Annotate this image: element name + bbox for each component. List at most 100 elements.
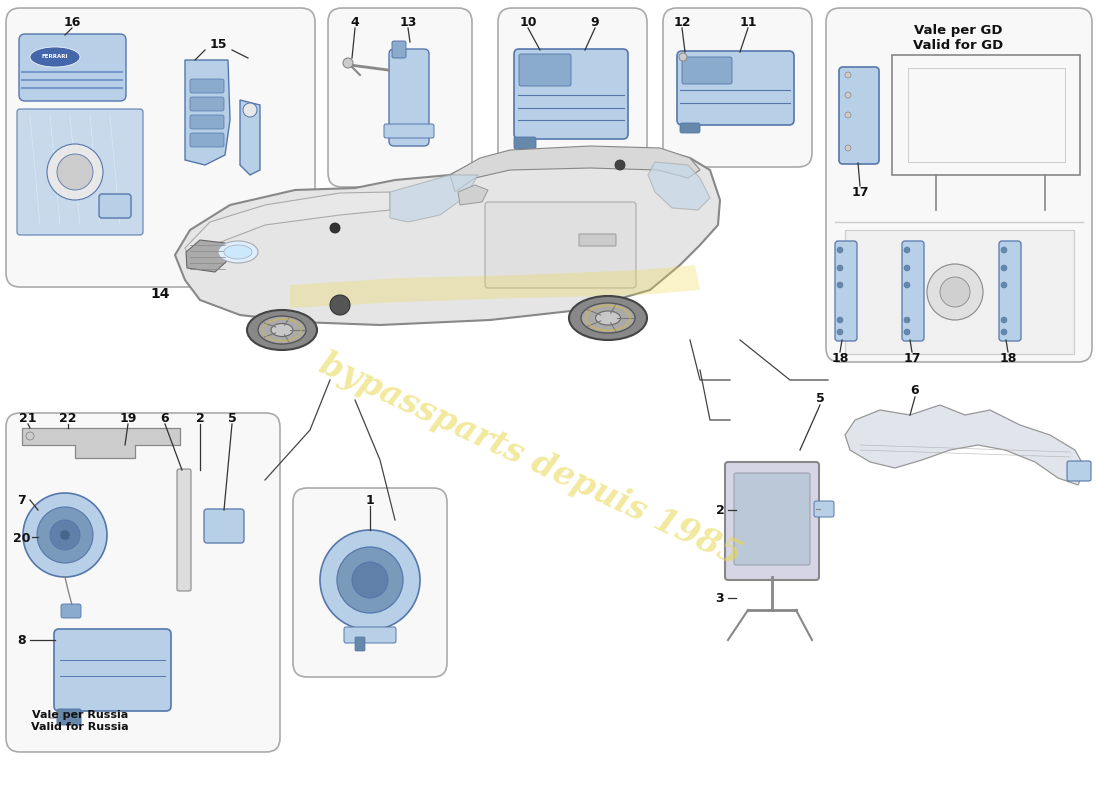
FancyBboxPatch shape [519,54,571,86]
Circle shape [940,277,970,307]
Text: 11: 11 [739,15,757,29]
Text: 18: 18 [999,351,1016,365]
Circle shape [1001,329,1006,335]
Circle shape [330,295,350,315]
Polygon shape [185,60,230,165]
Circle shape [904,317,910,323]
Circle shape [904,265,910,271]
FancyBboxPatch shape [835,241,857,341]
Circle shape [845,92,851,98]
Circle shape [845,145,851,151]
Text: 8: 8 [18,634,26,646]
Circle shape [904,282,910,288]
FancyBboxPatch shape [663,8,812,167]
Text: Vale per GD
Valid for GD: Vale per GD Valid for GD [913,24,1003,52]
Circle shape [837,265,843,271]
Circle shape [330,223,340,233]
Circle shape [845,112,851,118]
Circle shape [243,103,257,117]
Circle shape [845,72,851,78]
Circle shape [837,317,843,323]
Text: 17: 17 [851,186,869,198]
Ellipse shape [595,311,620,325]
Polygon shape [22,428,180,458]
Circle shape [23,493,107,577]
Text: 20: 20 [13,531,31,545]
Ellipse shape [271,323,293,337]
Text: 18: 18 [832,351,849,365]
Text: 19: 19 [119,411,136,425]
Polygon shape [185,192,390,270]
Circle shape [352,562,388,598]
FancyBboxPatch shape [902,241,924,341]
Circle shape [47,144,103,200]
Circle shape [343,58,353,68]
FancyBboxPatch shape [424,217,444,239]
Circle shape [837,282,843,288]
FancyBboxPatch shape [19,34,126,101]
Circle shape [50,520,80,550]
Text: 13: 13 [399,15,417,29]
FancyBboxPatch shape [204,509,244,543]
FancyBboxPatch shape [725,462,820,580]
FancyBboxPatch shape [579,234,616,246]
Text: 6: 6 [161,411,169,425]
FancyBboxPatch shape [485,202,636,288]
Ellipse shape [30,47,80,67]
Circle shape [57,154,94,190]
FancyBboxPatch shape [177,469,191,591]
Text: 7: 7 [18,494,26,506]
Text: bypassparts depuis 1985: bypassparts depuis 1985 [314,347,746,573]
FancyBboxPatch shape [328,8,472,187]
Ellipse shape [224,245,252,259]
FancyBboxPatch shape [384,124,434,138]
Polygon shape [458,185,488,205]
Text: 5: 5 [815,391,824,405]
Circle shape [37,507,94,563]
FancyBboxPatch shape [16,109,143,235]
Text: 6: 6 [911,383,920,397]
Text: 2: 2 [196,411,205,425]
Ellipse shape [569,296,647,340]
Text: 9: 9 [591,15,600,29]
FancyBboxPatch shape [389,49,429,146]
Text: FERRARI: FERRARI [42,54,68,59]
Circle shape [837,247,843,253]
FancyBboxPatch shape [680,123,700,133]
FancyBboxPatch shape [514,137,536,149]
FancyBboxPatch shape [190,97,224,111]
Circle shape [1001,265,1006,271]
Polygon shape [450,146,700,192]
FancyBboxPatch shape [190,79,224,93]
Ellipse shape [258,316,306,344]
Circle shape [1001,317,1006,323]
FancyBboxPatch shape [293,488,447,677]
Text: 1: 1 [365,494,374,506]
Text: 17: 17 [903,351,921,365]
Circle shape [1001,247,1006,253]
FancyBboxPatch shape [190,133,224,147]
FancyBboxPatch shape [676,51,794,125]
FancyBboxPatch shape [99,194,131,218]
Text: 2: 2 [716,503,725,517]
Text: 15: 15 [209,38,227,51]
FancyBboxPatch shape [6,413,280,752]
Ellipse shape [248,310,317,350]
Circle shape [904,247,910,253]
Circle shape [837,329,843,335]
Polygon shape [648,162,710,210]
FancyBboxPatch shape [839,67,879,164]
Polygon shape [175,148,720,325]
FancyBboxPatch shape [399,221,424,239]
FancyBboxPatch shape [498,8,647,177]
FancyBboxPatch shape [344,627,396,643]
Circle shape [679,53,688,61]
FancyBboxPatch shape [682,57,732,84]
Text: 3: 3 [716,591,724,605]
Circle shape [1001,282,1006,288]
FancyBboxPatch shape [814,501,834,517]
FancyBboxPatch shape [734,473,810,565]
FancyBboxPatch shape [845,230,1074,354]
Text: 12: 12 [673,15,691,29]
Circle shape [60,530,70,540]
